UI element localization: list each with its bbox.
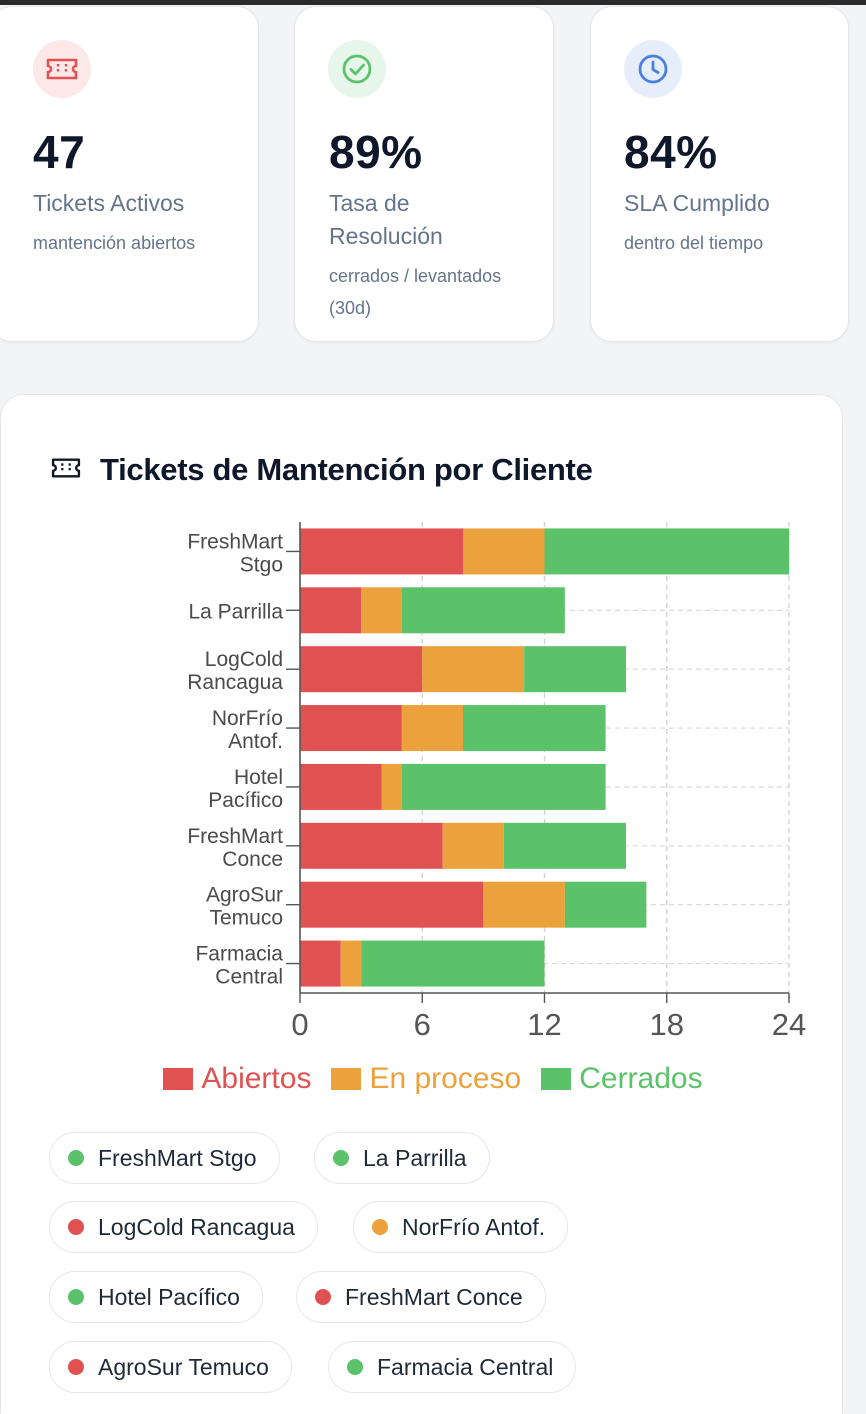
- status-dot: [347, 1359, 363, 1375]
- legend-label: Cerrados: [579, 1062, 703, 1095]
- status-dot: [68, 1359, 84, 1375]
- legend-swatch: [331, 1068, 362, 1090]
- x-tick-label: 24: [772, 1007, 806, 1042]
- stat-value: 89%: [329, 126, 423, 178]
- legend-item-cerrados[interactable]: Cerrados: [541, 1062, 703, 1096]
- status-dot: [68, 1150, 84, 1166]
- bar-segment: [524, 646, 626, 693]
- check-circle-icon: [328, 40, 386, 98]
- stat-subtitle: cerrados / levantados (30d): [329, 266, 502, 318]
- bar-segment: [401, 587, 565, 634]
- bar-segment: [361, 587, 402, 634]
- chart-header: Tickets de Mantención por Cliente: [50, 452, 593, 488]
- status-dot: [333, 1150, 349, 1166]
- stat-label: Tickets Activos: [33, 190, 185, 216]
- x-tick-label: 18: [650, 1007, 684, 1042]
- bar-segment: [300, 646, 423, 693]
- ticket-icon: [33, 40, 91, 98]
- client-chip[interactable]: Hotel Pacífico: [49, 1271, 263, 1323]
- ticket-icon: [50, 456, 82, 485]
- bar-segment: [544, 528, 789, 575]
- stat-value: 47: [33, 126, 86, 178]
- top-bar: [0, 0, 866, 5]
- status-dot: [68, 1289, 84, 1305]
- legend-label: En proceso: [369, 1062, 522, 1095]
- bar-segment: [401, 705, 463, 752]
- bar-segment: [463, 528, 545, 575]
- client-chip-label: LogCold Rancagua: [98, 1213, 295, 1240]
- category-label: FreshMart Stgo: [187, 530, 283, 576]
- bar-segment: [422, 646, 525, 693]
- bar-segment: [300, 705, 402, 752]
- client-chip[interactable]: NorFrío Antof.: [353, 1201, 569, 1253]
- bar-segment: [340, 940, 362, 987]
- category-label: NorFrío Antof.: [212, 707, 283, 753]
- bar-segment: [300, 763, 382, 810]
- bar-segment: [300, 881, 484, 928]
- chart-legend: Abiertos En proceso Cerrados: [0, 1062, 866, 1096]
- stat-card-active-tickets: 47 Tickets Activos mantención abiertos: [0, 6, 259, 342]
- bar-segment: [401, 763, 606, 810]
- bar-segment: [361, 940, 545, 987]
- category-label: AgroSur Temuco: [206, 884, 283, 930]
- stat-card-resolution-rate: 89% Tasa de Resolución cerrados / levant…: [294, 6, 554, 342]
- client-chip[interactable]: Farmacia Central: [328, 1341, 577, 1393]
- category-label: Hotel Pacífico: [208, 766, 283, 812]
- client-chip-label: AgroSur Temuco: [98, 1353, 269, 1380]
- client-chip[interactable]: FreshMart Stgo: [49, 1132, 280, 1184]
- x-tick-label: 6: [414, 1007, 431, 1042]
- category-label: Farmacia Central: [195, 943, 283, 989]
- legend-item-abiertos[interactable]: Abiertos: [163, 1062, 311, 1096]
- client-chip-label: La Parrilla: [363, 1144, 467, 1171]
- client-chip-label: FreshMart Conce: [345, 1283, 523, 1310]
- status-dot: [372, 1219, 388, 1235]
- client-chip[interactable]: LogCold Rancagua: [49, 1201, 318, 1253]
- bar-segment: [442, 822, 504, 869]
- legend-item-en-proceso[interactable]: En proceso: [331, 1062, 521, 1096]
- client-chip-label: Hotel Pacífico: [98, 1283, 240, 1310]
- bar-segment: [300, 940, 341, 987]
- client-chip[interactable]: FreshMart Conce: [296, 1271, 546, 1323]
- bar-segment: [300, 822, 443, 869]
- client-chip[interactable]: AgroSur Temuco: [49, 1341, 292, 1393]
- stat-value: 84%: [624, 126, 718, 178]
- bar-segment: [381, 763, 402, 810]
- stat-subtitle: mantención abiertos: [33, 233, 196, 253]
- x-tick-label: 12: [527, 1007, 561, 1042]
- status-dot: [315, 1289, 331, 1305]
- stat-label: Tasa de Resolución: [329, 190, 443, 249]
- client-chip-label: Farmacia Central: [377, 1353, 554, 1380]
- client-chip-label: FreshMart Stgo: [98, 1144, 257, 1171]
- stat-label: SLA Cumplido: [624, 190, 770, 216]
- legend-label: Abiertos: [201, 1062, 312, 1095]
- bar-segment: [463, 705, 606, 752]
- stat-card-sla: 84% SLA Cumplido dentro del tiempo: [590, 6, 849, 342]
- stat-subtitle: dentro del tiempo: [624, 233, 764, 253]
- legend-swatch: [163, 1068, 194, 1090]
- status-dot: [68, 1219, 84, 1235]
- x-tick-label: 0: [291, 1007, 308, 1042]
- clock-icon: [624, 40, 682, 98]
- category-label: LogCold Rancagua: [187, 648, 283, 694]
- chart-title: Tickets de Mantención por Cliente: [100, 452, 593, 487]
- bar-segment: [483, 881, 565, 928]
- category-label: La Parrilla: [188, 600, 283, 623]
- bar-segment: [300, 528, 463, 575]
- legend-swatch: [541, 1068, 572, 1090]
- client-chip[interactable]: La Parrilla: [314, 1132, 490, 1184]
- tickets-bar-chart: FreshMart Stgo La Parrilla LogCold Rancagua N…: [187, 522, 806, 1042]
- client-chip-label: NorFrío Antof.: [402, 1213, 546, 1240]
- category-label: FreshMart Conce: [187, 825, 283, 871]
- bar-segment: [300, 587, 362, 634]
- bar-segment: [564, 881, 647, 928]
- bar-segment: [503, 822, 626, 869]
